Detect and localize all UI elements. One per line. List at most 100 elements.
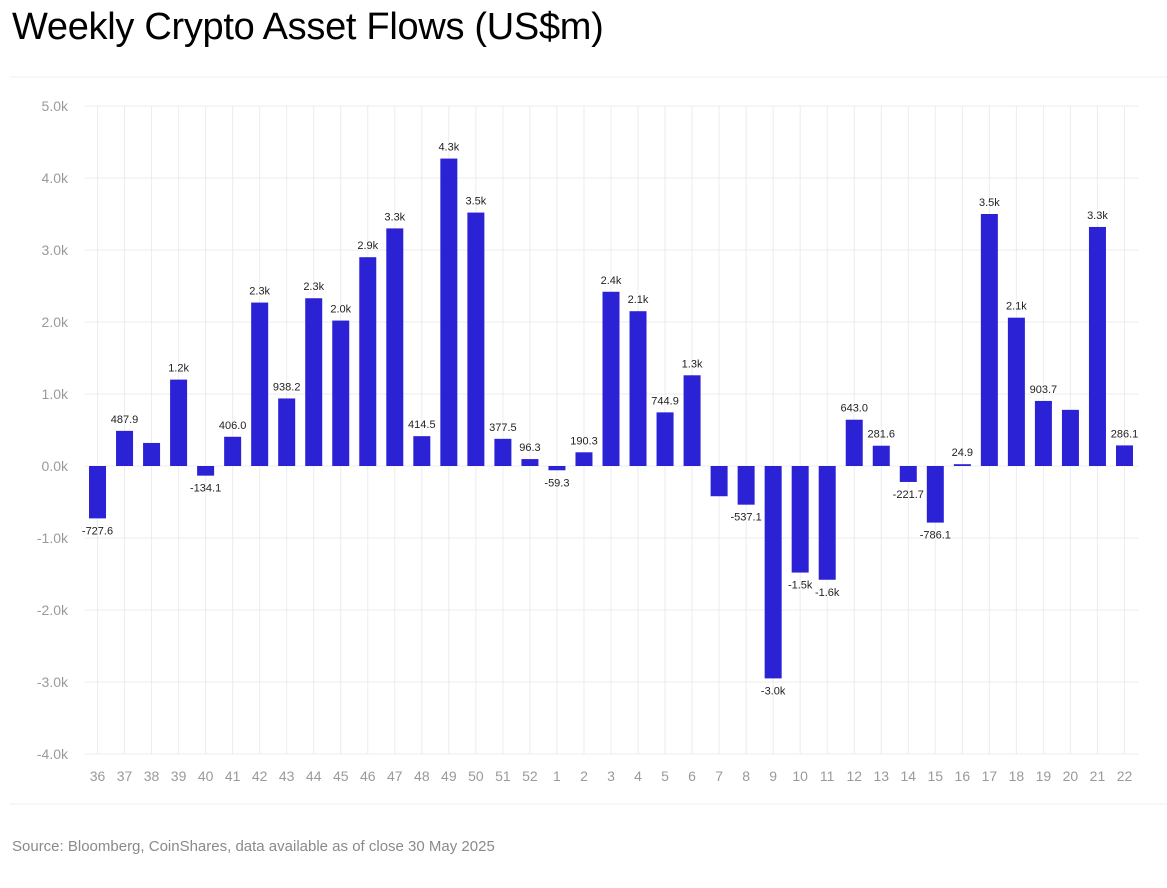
data-label: 3.5k — [465, 196, 486, 208]
data-label: 281.6 — [867, 429, 895, 441]
bar-week-37 — [116, 430, 134, 466]
bar-week-1 — [548, 466, 566, 471]
data-label: 24.9 — [952, 447, 973, 459]
bar-week-5 — [656, 412, 674, 466]
x-tick-label: 52 — [522, 768, 538, 784]
bar-week-7 — [710, 466, 728, 497]
data-label: 487.9 — [111, 414, 139, 426]
x-tick-label: 37 — [117, 768, 133, 784]
bar-week-45 — [332, 320, 350, 466]
bar-week-9 — [764, 466, 782, 679]
x-tick-label: 43 — [279, 768, 295, 784]
x-tick-label: 10 — [792, 768, 808, 784]
data-label: 2.9k — [357, 240, 378, 252]
data-label: -537.1 — [731, 512, 762, 524]
bar-week-18 — [1007, 317, 1025, 466]
x-tick-label: 4 — [634, 768, 642, 784]
y-tick-label: 0.0k — [42, 458, 69, 474]
data-label: 406.0 — [219, 420, 247, 432]
bar-week-39 — [170, 379, 188, 466]
x-tick-label: 17 — [982, 768, 998, 784]
x-tick-label: 16 — [955, 768, 971, 784]
bar-week-44 — [305, 298, 323, 466]
data-label: 2.3k — [249, 286, 270, 298]
bar-week-13 — [872, 445, 890, 466]
data-label: 903.7 — [1030, 384, 1058, 396]
x-tick-label: 6 — [688, 768, 696, 784]
x-tick-label: 9 — [769, 768, 777, 784]
x-tick-label: 38 — [144, 768, 160, 784]
x-tick-label: 19 — [1036, 768, 1052, 784]
x-tick-label: 22 — [1117, 768, 1133, 784]
y-axis: 5.0k 4.0k 3.0k 2.0k 1.0k 0.0k -1.0k -2.0k -3.0k -… — [37, 98, 69, 762]
data-label: -1.6k — [815, 587, 840, 599]
data-label: 3.3k — [384, 211, 405, 223]
data-label: 4.3k — [438, 142, 459, 154]
chart-title: Weekly Crypto Asset Flows (US$m) — [12, 6, 604, 48]
bar-week-12 — [845, 419, 863, 466]
data-label: 2.3k — [303, 281, 324, 293]
data-label: 414.5 — [408, 419, 436, 431]
x-tick-label: 21 — [1090, 768, 1106, 784]
x-tick-label: 46 — [360, 768, 376, 784]
x-tick-label: 45 — [333, 768, 349, 784]
bar-week-6 — [683, 375, 701, 466]
y-tick-label: 5.0k — [42, 98, 69, 114]
bar-week-3 — [602, 291, 620, 466]
x-tick-label: 20 — [1063, 768, 1079, 784]
x-tick-label: 39 — [171, 768, 187, 784]
x-tick-label: 42 — [252, 768, 268, 784]
bars — [89, 158, 1133, 679]
bar-week-15 — [926, 466, 944, 523]
bar-week-2 — [575, 452, 593, 466]
bar-week-38 — [143, 442, 161, 466]
data-label: 96.3 — [519, 442, 540, 454]
data-label: 2.0k — [330, 304, 351, 316]
y-tick-label: -1.0k — [37, 530, 69, 546]
data-label: 643.0 — [840, 403, 868, 415]
bar-week-19 — [1034, 400, 1052, 466]
x-tick-label: 2 — [580, 768, 588, 784]
data-label: 744.9 — [651, 395, 679, 407]
data-label: 1.3k — [682, 358, 703, 370]
bar-week-42 — [251, 302, 269, 466]
bar-week-36 — [89, 466, 107, 519]
bar-week-4 — [629, 311, 647, 466]
bar-week-8 — [737, 466, 755, 505]
x-tick-label: 5 — [661, 768, 669, 784]
x-tick-label: 40 — [198, 768, 214, 784]
data-label: 286.1 — [1111, 428, 1139, 440]
bar-week-10 — [791, 466, 809, 573]
bar-week-22 — [1115, 445, 1133, 466]
x-tick-label: 13 — [873, 768, 889, 784]
bar-week-43 — [278, 398, 296, 466]
bar-week-14 — [899, 466, 917, 482]
data-label: 1.2k — [168, 363, 189, 375]
x-tick-label: 44 — [306, 768, 322, 784]
x-axis: 36 37 38 39 40 41 42 43 44 45 46 47 48 49 50 51 52 1 2 3 4 5 6… — [90, 768, 1133, 784]
bar-week-46 — [359, 257, 377, 466]
data-label: 2.4k — [601, 275, 622, 287]
bar-week-49 — [440, 158, 458, 466]
x-tick-label: 12 — [846, 768, 862, 784]
y-tick-label: 2.0k — [42, 314, 69, 330]
x-tick-label: 49 — [441, 768, 457, 784]
y-tick-label: 3.0k — [42, 242, 69, 258]
x-tick-label: 7 — [715, 768, 723, 784]
data-label: 377.5 — [489, 422, 517, 434]
data-labels: -727.6 487.9 1.2k -134.1 406.0 2.3k 938.2 2.3k 2… — [82, 142, 1138, 698]
bar-week-51 — [494, 438, 512, 466]
bar-week-48 — [413, 436, 431, 466]
data-label: -221.7 — [893, 489, 924, 501]
x-tick-label: 8 — [742, 768, 750, 784]
x-tick-label: 50 — [468, 768, 484, 784]
bar-chart: 5.0k4.0k3.0k2.0k1.0k0.0k-1.0k-2.0k-3.0k-… — [10, 76, 1167, 805]
data-label: -727.6 — [82, 525, 113, 537]
data-label: -786.1 — [920, 530, 951, 542]
x-tick-label: 36 — [90, 768, 106, 784]
bar-week-52 — [521, 459, 539, 466]
x-tick-label: 51 — [495, 768, 511, 784]
bar-week-17 — [980, 214, 998, 466]
x-tick-label: 48 — [414, 768, 430, 784]
bar-week-41 — [224, 436, 242, 466]
